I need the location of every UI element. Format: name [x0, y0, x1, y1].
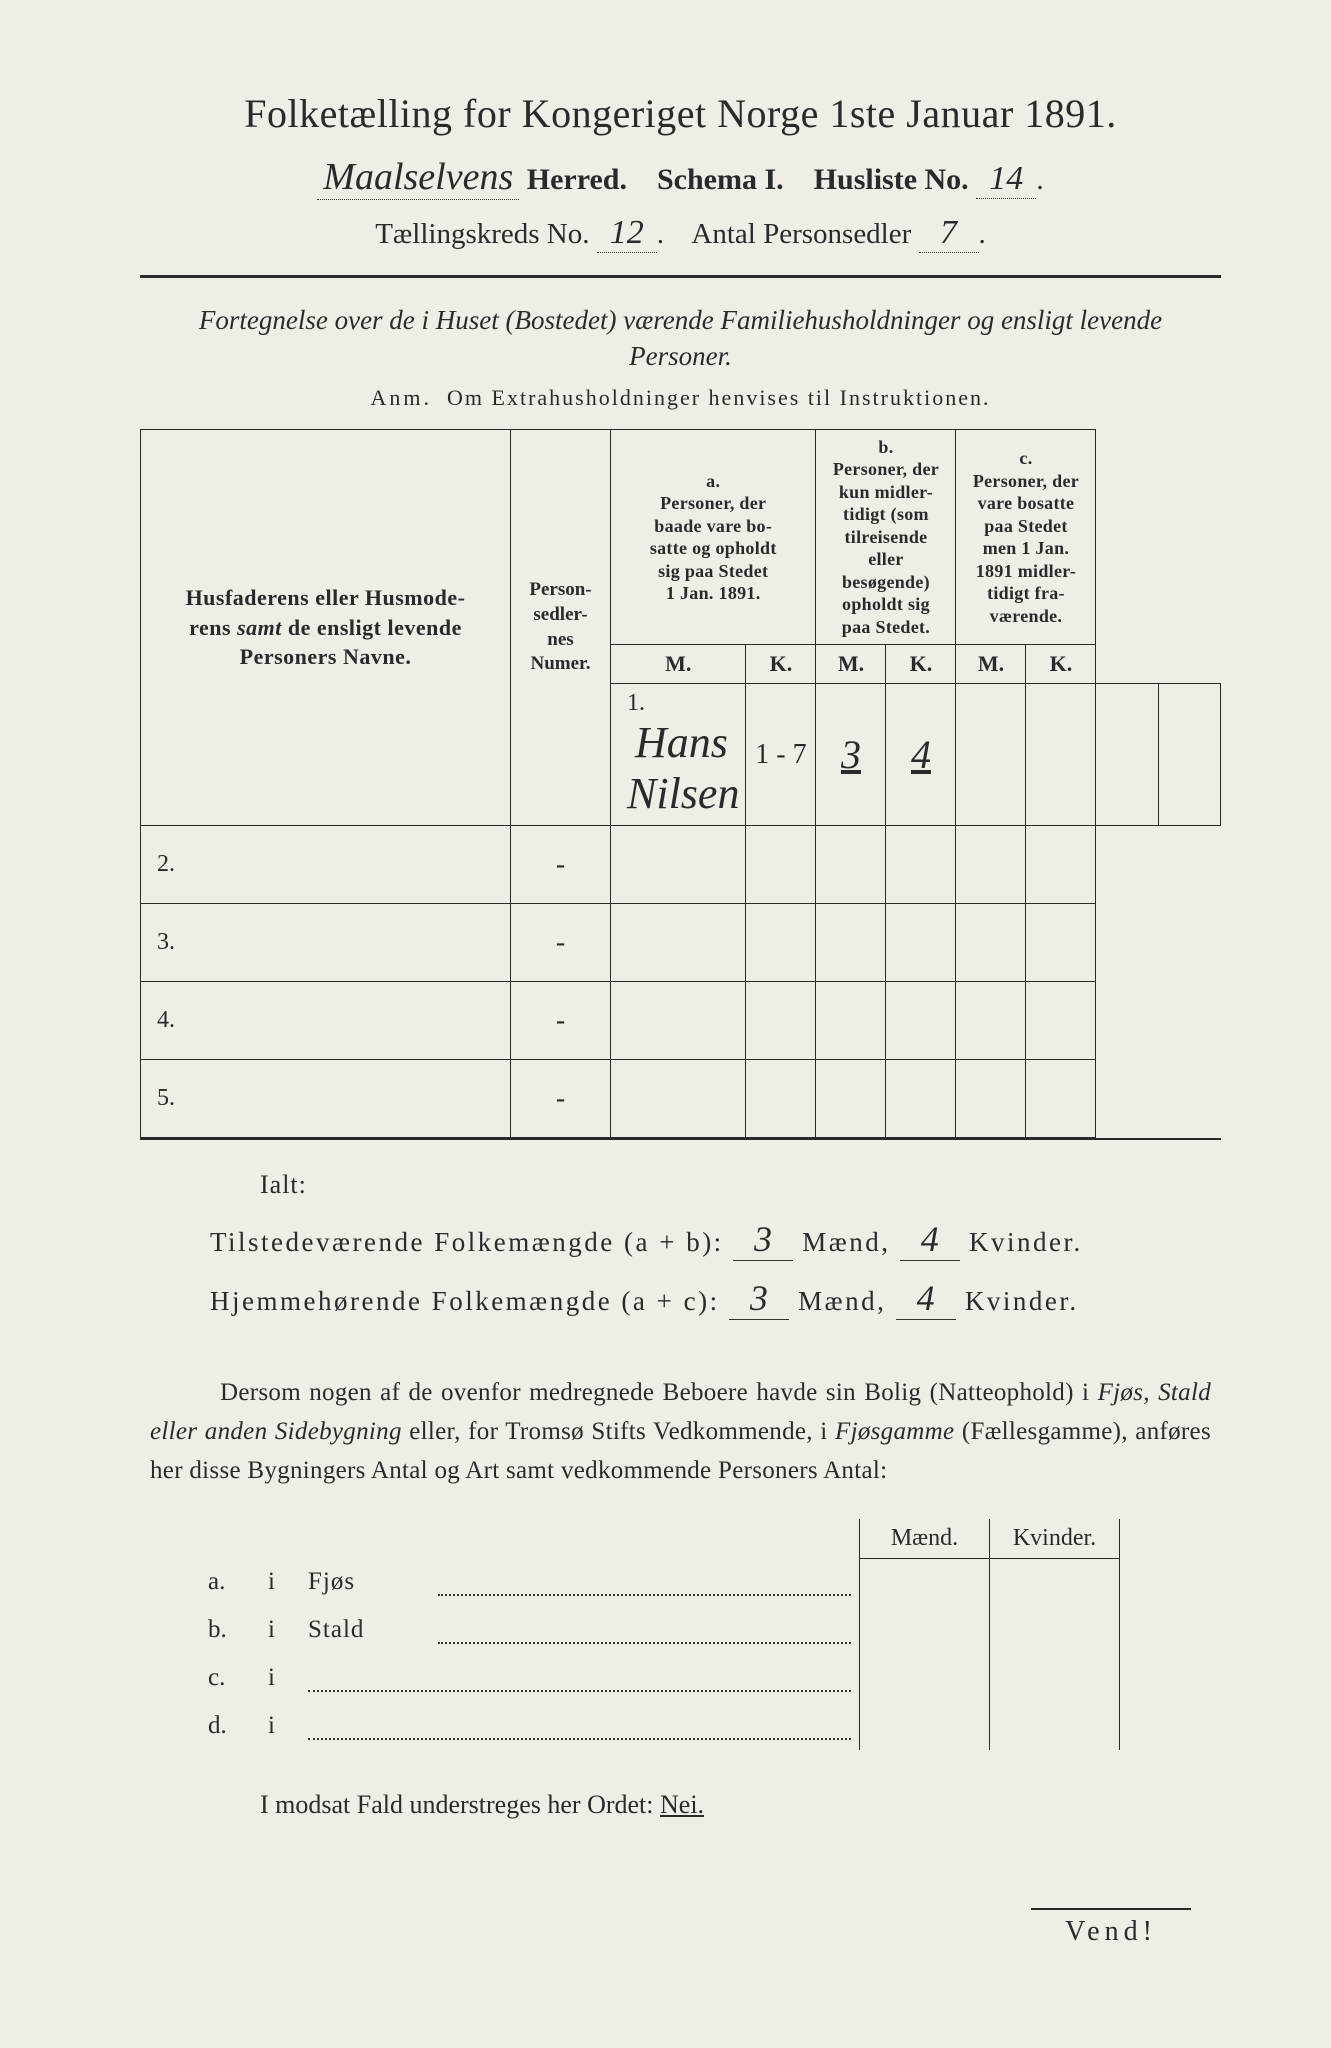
sum-ab-k-label: Kvinder. — [969, 1227, 1083, 1257]
table-row: 3. - — [141, 904, 1221, 982]
row-num: - — [511, 1060, 611, 1138]
ialt-label: Ialt: — [260, 1170, 1221, 1200]
nei-underline: Nei. — [660, 1790, 704, 1819]
herred-label: Herred. — [527, 163, 627, 196]
building-row: d. i — [200, 1702, 1120, 1750]
schema-label: Schema I. — [657, 163, 784, 196]
col-group-b: b. Personer, derkun midler-tidigt (somti… — [816, 429, 956, 645]
col-b-m: M. — [816, 645, 886, 684]
row-name: Hans Nilsen — [627, 718, 739, 818]
row-c-k — [1158, 684, 1220, 826]
col-b-k: K. — [886, 645, 956, 684]
b-row-type: Stald — [300, 1606, 430, 1654]
row-label: 2. — [141, 826, 511, 904]
subtitle: Fortegnelse over de i Huset (Bostedet) v… — [180, 302, 1181, 375]
anm-text: Om Extrahusholdninger henvises til Instr… — [447, 385, 990, 410]
vend-label: Vend! — [1031, 1908, 1191, 1948]
b-row-k — [990, 1654, 1120, 1702]
anm-label: Anm. — [371, 385, 433, 410]
building-row: a. i Fjøs — [200, 1558, 1120, 1606]
modsat-line: I modsat Fald understreges her Ordet: Ne… — [260, 1790, 1221, 1820]
sum-ac-m: 3 — [729, 1277, 789, 1320]
col-group-a: a. Personer, derbaade vare bo-satte og o… — [611, 429, 816, 645]
b-row-m — [860, 1702, 990, 1750]
sum-ab-m: 3 — [733, 1218, 793, 1261]
building-paragraph: Dersom nogen af de ovenfor medregnede Be… — [150, 1374, 1211, 1490]
dotted-line — [308, 1672, 851, 1692]
census-page: Folketælling for Kongeriget Norge 1ste J… — [0, 0, 1331, 2048]
row-num: - — [511, 982, 611, 1060]
husliste-value: 14 — [976, 160, 1036, 199]
husliste-label: Husliste No. — [814, 163, 969, 196]
row-label: 4. — [141, 982, 511, 1060]
b-row-i: i — [260, 1702, 300, 1750]
b-row-k — [990, 1558, 1120, 1606]
household-table: Husfaderens eller Husmode-rens samt de e… — [140, 429, 1221, 1139]
sum-ac-label: Hjemmehørende Folkemængde (a + c): — [210, 1286, 720, 1316]
b-row-m — [860, 1558, 990, 1606]
row-a-m: 3 — [816, 684, 886, 826]
row-num: - — [511, 826, 611, 904]
building-table: Mænd. Kvinder. a. i Fjøs b. i Stald c. i — [200, 1519, 1120, 1751]
sum-ac-k-label: Kvinder. — [965, 1286, 1079, 1316]
sum-line-ab: Tilstedeværende Folkemængde (a + b): 3 M… — [210, 1218, 1221, 1261]
header-line-1: Maalselvens Herred. Schema I. Husliste N… — [140, 155, 1221, 200]
b-row-m — [860, 1606, 990, 1654]
b-col-maend: Mænd. — [860, 1519, 990, 1559]
table-row: 2. - — [141, 826, 1221, 904]
building-row: b. i Stald — [200, 1606, 1120, 1654]
row-a-k: 4 — [886, 684, 956, 826]
row-b-k — [1026, 684, 1096, 826]
row-label: 5. — [141, 1060, 511, 1138]
col-header-name: Husfaderens eller Husmode-rens samt de e… — [141, 429, 511, 826]
sum-ac-m-label: Mænd, — [798, 1286, 886, 1316]
sum-ab-k: 4 — [900, 1218, 960, 1261]
col-c-m: M. — [956, 645, 1026, 684]
header-line-2: Tællingskreds No. 12. Antal Personsedler… — [140, 214, 1221, 253]
building-row: c. i — [200, 1654, 1120, 1702]
table-row: 5. - — [141, 1060, 1221, 1138]
row-label: 3. — [141, 904, 511, 982]
sum-ab-m-label: Mænd, — [802, 1227, 890, 1257]
antal-value: 7 — [919, 214, 979, 253]
sum-ab-label: Tilstedeværende Folkemængde (a + b): — [210, 1227, 724, 1257]
col-c-k: K. — [1026, 645, 1096, 684]
sum-ac-k: 4 — [896, 1277, 956, 1320]
page-title: Folketælling for Kongeriget Norge 1ste J… — [140, 90, 1221, 137]
row-num: - — [511, 904, 611, 982]
divider — [140, 275, 1221, 278]
dotted-line — [308, 1720, 851, 1740]
b-col-kvinder: Kvinder. — [990, 1519, 1120, 1559]
table-row: 4. - — [141, 982, 1221, 1060]
dotted-line — [438, 1576, 851, 1596]
kreds-label: Tællingskreds No. — [375, 218, 589, 250]
annotation: Anm. Om Extrahusholdninger henvises til … — [140, 385, 1221, 411]
b-row-lab: a. — [200, 1558, 260, 1606]
antal-label: Antal Personsedler — [691, 218, 911, 250]
b-row-type: Fjøs — [300, 1558, 430, 1606]
col-group-c: c. Personer, dervare bosattepaa Stedetme… — [956, 429, 1096, 645]
col-header-number: Person-sedler-nesNumer. — [511, 429, 611, 826]
row-c-m — [1096, 684, 1158, 826]
b-row-k — [990, 1606, 1120, 1654]
b-row-lab: b. — [200, 1606, 260, 1654]
col-a-k: K. — [746, 645, 816, 684]
b-row-i: i — [260, 1606, 300, 1654]
row-b-m — [956, 684, 1026, 826]
b-row-lab: d. — [200, 1702, 260, 1750]
modsat-text: I modsat Fald understreges her Ordet: — [260, 1790, 654, 1819]
herred-value: Maalselvens — [317, 155, 519, 200]
dotted-line — [438, 1624, 851, 1644]
b-row-i: i — [260, 1558, 300, 1606]
table-bottom-rule — [140, 1138, 1221, 1140]
b-row-i: i — [260, 1654, 300, 1702]
b-row-lab: c. — [200, 1654, 260, 1702]
col-a-m: M. — [611, 645, 746, 684]
row-label: 1. Hans Nilsen — [611, 684, 746, 826]
b-row-m — [860, 1654, 990, 1702]
b-row-k — [990, 1702, 1120, 1750]
row-num: 1 - 7 — [746, 684, 816, 826]
kreds-value: 12 — [597, 214, 657, 253]
sum-line-ac: Hjemmehørende Folkemængde (a + c): 3 Mæn… — [210, 1277, 1221, 1320]
